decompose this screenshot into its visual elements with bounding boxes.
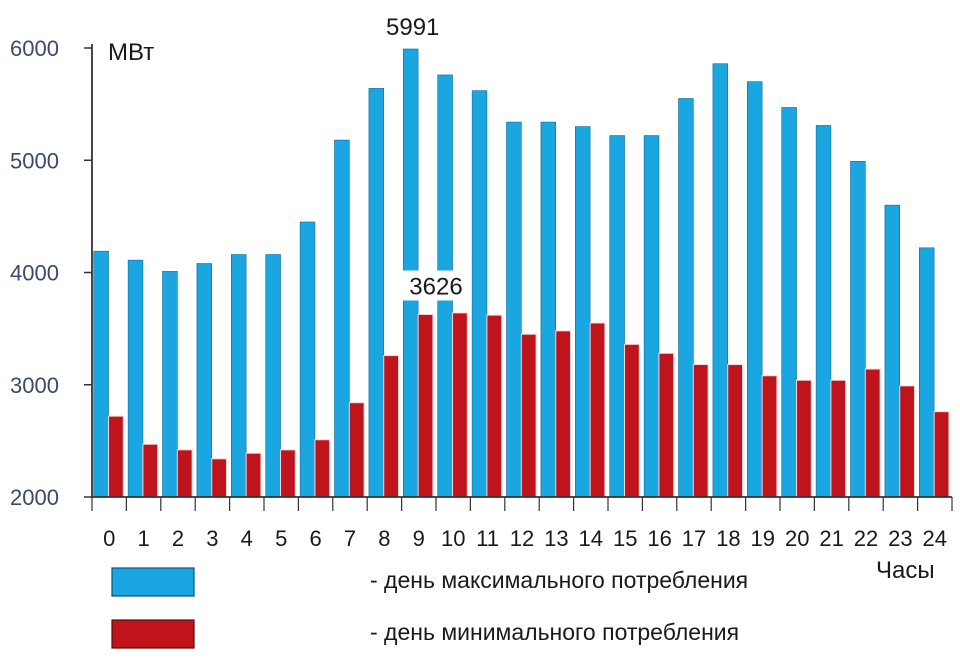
bar-min-5	[280, 449, 296, 498]
x-axis-title: Часы	[876, 557, 935, 584]
bar-max-21	[815, 125, 832, 498]
x-tick-label: 9	[413, 526, 425, 551]
x-tick-label: 19	[751, 526, 775, 551]
bar-min-9	[417, 313, 434, 498]
x-tick-label: 8	[378, 526, 390, 551]
annotation-label: 5991	[386, 14, 439, 41]
bar-min-13	[555, 330, 572, 498]
bar-max-19	[747, 81, 763, 498]
x-tick-label: 5	[275, 526, 287, 551]
bar-min-15	[624, 343, 640, 498]
x-tick-label: 11	[476, 526, 499, 551]
bar-max-11	[471, 90, 488, 498]
bar-max-12	[506, 121, 522, 498]
y-tick-label: 4000	[10, 261, 59, 286]
y-axis-unit-label: МВт	[108, 39, 154, 66]
legend-label-min: - день минимального потребления	[370, 619, 739, 645]
bar-max-3	[196, 263, 213, 498]
bar-max-16	[643, 135, 660, 498]
bar-min-0	[108, 415, 124, 498]
bar-min-21	[830, 379, 847, 498]
y-tick-label: 3000	[10, 373, 59, 398]
bar-min-8	[383, 355, 400, 498]
bar-min-19	[761, 375, 778, 498]
x-tick-label: 2	[172, 526, 184, 551]
bar-max-24	[919, 247, 935, 498]
legend-label-max: - день максимального потребления	[370, 567, 748, 593]
x-tick-label: 4	[241, 526, 253, 551]
legend: - день максимального потребления - день …	[111, 567, 748, 649]
bar-min-6	[314, 439, 331, 498]
x-tick-label: 15	[613, 526, 637, 551]
legend-swatch-min	[111, 619, 195, 649]
bar-max-1	[127, 259, 144, 498]
x-tick-label: 18	[716, 526, 740, 551]
bar-max-17	[678, 98, 694, 498]
bar-max-7	[334, 139, 350, 498]
bar-min-16	[658, 352, 675, 498]
bar-max-5	[265, 254, 281, 498]
x-tick-label: 13	[544, 526, 568, 551]
bar-max-0	[93, 250, 109, 498]
legend-swatch-max	[111, 567, 195, 597]
x-tick-label: 6	[309, 526, 321, 551]
bar-min-11	[486, 314, 503, 498]
bar-min-23	[899, 385, 916, 498]
bar-max-15	[609, 135, 625, 498]
annotation-label: 3626	[409, 273, 462, 300]
bar-min-4	[245, 452, 262, 498]
x-tick-label: 23	[888, 526, 912, 551]
bar-min-7	[348, 402, 365, 498]
x-tick-label: 14	[579, 526, 603, 551]
bar-max-22	[850, 161, 866, 498]
x-tick-label: 3	[206, 526, 218, 551]
bar-max-23	[884, 204, 901, 498]
x-tick-label: 22	[854, 526, 878, 551]
x-tick-label: 17	[682, 526, 706, 551]
annotation-backdrop	[402, 270, 470, 301]
bar-min-18	[727, 364, 744, 498]
bar-min-2	[176, 449, 193, 498]
bar-max-13	[540, 121, 557, 498]
bar-min-24	[933, 411, 950, 498]
x-tick-label: 0	[103, 526, 115, 551]
x-tick-label: 16	[647, 526, 671, 551]
bar-max-4	[231, 254, 247, 498]
bar-max-14	[575, 126, 591, 498]
y-tick-label: 5000	[10, 148, 59, 173]
bar-min-17	[692, 364, 709, 498]
bars	[93, 48, 950, 498]
bar-max-6	[299, 221, 316, 498]
y-tick-label: 2000	[10, 485, 59, 510]
x-tick-label: 20	[785, 526, 809, 551]
bar-min-10	[452, 312, 468, 498]
bar-min-1	[142, 443, 159, 498]
x-tick-label: 10	[441, 526, 465, 551]
bar-max-18	[712, 63, 729, 498]
y-tick-label: 6000	[10, 36, 59, 61]
x-tick-label: 1	[137, 526, 149, 551]
bar-min-22	[864, 368, 881, 498]
bar-min-20	[796, 379, 812, 498]
bar-max-8	[368, 88, 385, 498]
bar-min-12	[520, 333, 537, 498]
x-tick-label: 7	[344, 526, 356, 551]
x-tick-label: 12	[510, 526, 534, 551]
bar-min-14	[589, 322, 606, 498]
x-tick-label: 24	[923, 526, 947, 551]
bar-max-2	[162, 271, 178, 498]
bar-min-3	[211, 458, 228, 498]
bar-max-20	[781, 107, 797, 498]
x-tick-label: 21	[819, 526, 843, 551]
